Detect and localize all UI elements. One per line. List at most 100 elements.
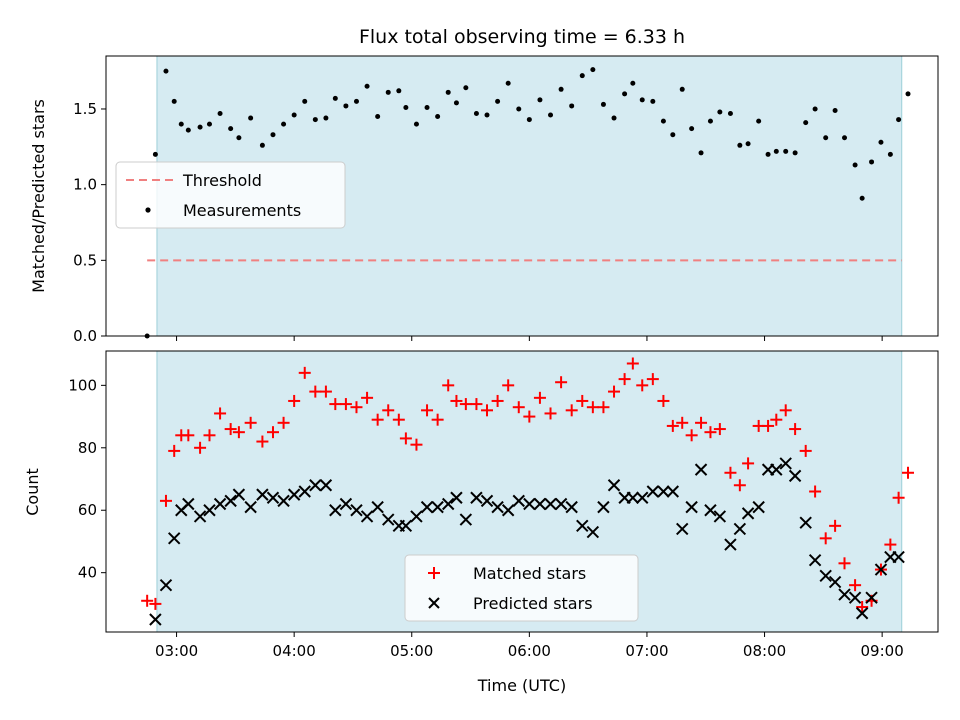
measurement-point-74 bbox=[878, 139, 884, 145]
matched-star-point-18 bbox=[319, 385, 332, 398]
predicted-star-point-41 bbox=[565, 500, 578, 514]
matched-star-point-33 bbox=[470, 398, 483, 411]
x-tick-label-0: 03:00 bbox=[155, 642, 198, 660]
measurement-point-73 bbox=[869, 159, 875, 165]
measurement-point-20 bbox=[343, 103, 349, 109]
predicted-star-point-43 bbox=[586, 525, 600, 539]
measurement-point-64 bbox=[783, 148, 789, 154]
matched-star-point-29 bbox=[431, 413, 444, 426]
matched-star-point-64 bbox=[779, 404, 792, 417]
measurement-point-9 bbox=[228, 126, 234, 132]
matched-star-point-5 bbox=[182, 429, 195, 442]
matched-star-point-16 bbox=[298, 366, 311, 379]
measurement-point-23 bbox=[375, 114, 381, 120]
top-x-ticks bbox=[176, 336, 883, 341]
predicted-star-point-4 bbox=[182, 497, 195, 511]
matched-star-point-48 bbox=[626, 357, 639, 370]
measurement-point-16 bbox=[302, 98, 308, 104]
predicted-star-point-15 bbox=[298, 485, 311, 498]
predicted-star-point-50 bbox=[657, 485, 670, 498]
matched-star-point-0 bbox=[141, 594, 154, 607]
matched-star-point-3 bbox=[168, 444, 181, 457]
measurement-point-36 bbox=[505, 80, 511, 86]
bottom-x-ticks: 03:00 04:00 05:00 06:00 07:00 08:00 09:00 bbox=[155, 632, 904, 660]
legend-matched-swatch bbox=[428, 567, 440, 579]
measurement-point-4 bbox=[178, 121, 184, 127]
legend-matched-label: Matched stars bbox=[473, 564, 586, 583]
legend-predicted-label: Predicted stars bbox=[473, 594, 593, 613]
top-panel: 0.0 0.5 1.0 1.5 Matched/Predicted stars Thr… bbox=[29, 55, 939, 345]
measurement-point-69 bbox=[832, 107, 838, 113]
matched-star-point-9 bbox=[224, 423, 237, 436]
matched-star-point-39 bbox=[533, 391, 546, 404]
matched-star-point-40 bbox=[544, 407, 557, 420]
predicted-star-point-23 bbox=[382, 513, 395, 526]
matched-star-point-37 bbox=[512, 401, 525, 414]
measurement-point-56 bbox=[707, 118, 713, 124]
matched-star-point-32 bbox=[459, 398, 472, 411]
predicted-star-point-49 bbox=[646, 485, 660, 498]
measurement-point-6 bbox=[197, 124, 203, 130]
predicted-star-point-1 bbox=[159, 578, 173, 592]
predicted-star-point-64 bbox=[788, 469, 802, 483]
measurement-points bbox=[144, 67, 911, 339]
predicted-star-point-34 bbox=[491, 500, 504, 514]
predicted-star-point-71 bbox=[855, 607, 869, 620]
x-tick-label-2: 05:00 bbox=[390, 642, 433, 660]
predicted-star-point-63 bbox=[779, 457, 792, 470]
predicted-star-point-28 bbox=[431, 500, 444, 514]
matched-star-point-13 bbox=[266, 426, 279, 439]
matched-star-point-59 bbox=[733, 479, 746, 492]
predicted-star-point-55 bbox=[704, 504, 717, 517]
predicted-star-point-58 bbox=[733, 522, 747, 536]
matched-star-point-19 bbox=[329, 398, 342, 411]
measurement-point-68 bbox=[823, 135, 829, 141]
predicted-star-point-17 bbox=[319, 479, 333, 492]
bottom-y-tick-label-0: 40 bbox=[78, 564, 97, 582]
matched-star-point-71 bbox=[849, 579, 862, 592]
matched-star-point-28 bbox=[421, 404, 434, 417]
bottom-legend: Matched stars Predicted stars bbox=[404, 554, 639, 622]
matched-star-point-47 bbox=[618, 373, 631, 386]
legend-measurements-label: Measurements bbox=[183, 201, 301, 220]
measurement-point-32 bbox=[463, 85, 469, 91]
top-y-tick-label-3: 1.5 bbox=[73, 100, 97, 118]
matched-star-point-30 bbox=[442, 379, 455, 392]
predicted-star-point-16 bbox=[309, 479, 322, 492]
x-tick-label-5: 08:00 bbox=[743, 642, 786, 660]
measurement-point-14 bbox=[281, 121, 287, 127]
predicted-star-point-65 bbox=[799, 516, 812, 529]
predicted-star-point-19 bbox=[339, 497, 353, 511]
predicted-star-point-29 bbox=[442, 497, 455, 511]
predicted-star-point-68 bbox=[828, 575, 842, 589]
matched-star-point-51 bbox=[657, 394, 670, 407]
legend-measurements-swatch bbox=[145, 207, 151, 213]
matched-star-point-65 bbox=[789, 423, 802, 436]
matched-star-point-26 bbox=[399, 432, 412, 445]
measurement-point-31 bbox=[453, 100, 459, 106]
predicted-star-point-54 bbox=[694, 463, 708, 476]
predicted-star-point-8 bbox=[224, 494, 237, 508]
predicted-star-point-62 bbox=[770, 463, 783, 476]
predicted-star-point-42 bbox=[576, 519, 589, 533]
measurement-point-25 bbox=[396, 88, 402, 94]
measurement-point-39 bbox=[537, 97, 543, 103]
measurement-point-33 bbox=[473, 111, 479, 117]
measurement-point-67 bbox=[812, 106, 818, 112]
matched-star-point-2 bbox=[159, 494, 172, 507]
predicted-star-point-69 bbox=[838, 588, 851, 601]
predicted-star-point-5 bbox=[193, 510, 207, 523]
predicted-star-point-57 bbox=[724, 538, 737, 551]
measurement-point-2 bbox=[163, 68, 169, 74]
measurement-point-47 bbox=[622, 91, 628, 97]
predicted-star-point-36 bbox=[512, 494, 525, 508]
predicted-star-point-73 bbox=[874, 563, 888, 576]
x-tick-label-1: 04:00 bbox=[273, 642, 316, 660]
measurement-point-70 bbox=[842, 135, 848, 141]
top-legend: Threshold Measurements bbox=[115, 161, 346, 229]
measurement-point-65 bbox=[792, 150, 798, 156]
predicted-star-point-30 bbox=[450, 491, 463, 504]
predicted-stars-points bbox=[149, 457, 905, 626]
measurement-point-12 bbox=[259, 142, 265, 148]
measurement-point-30 bbox=[445, 89, 451, 95]
